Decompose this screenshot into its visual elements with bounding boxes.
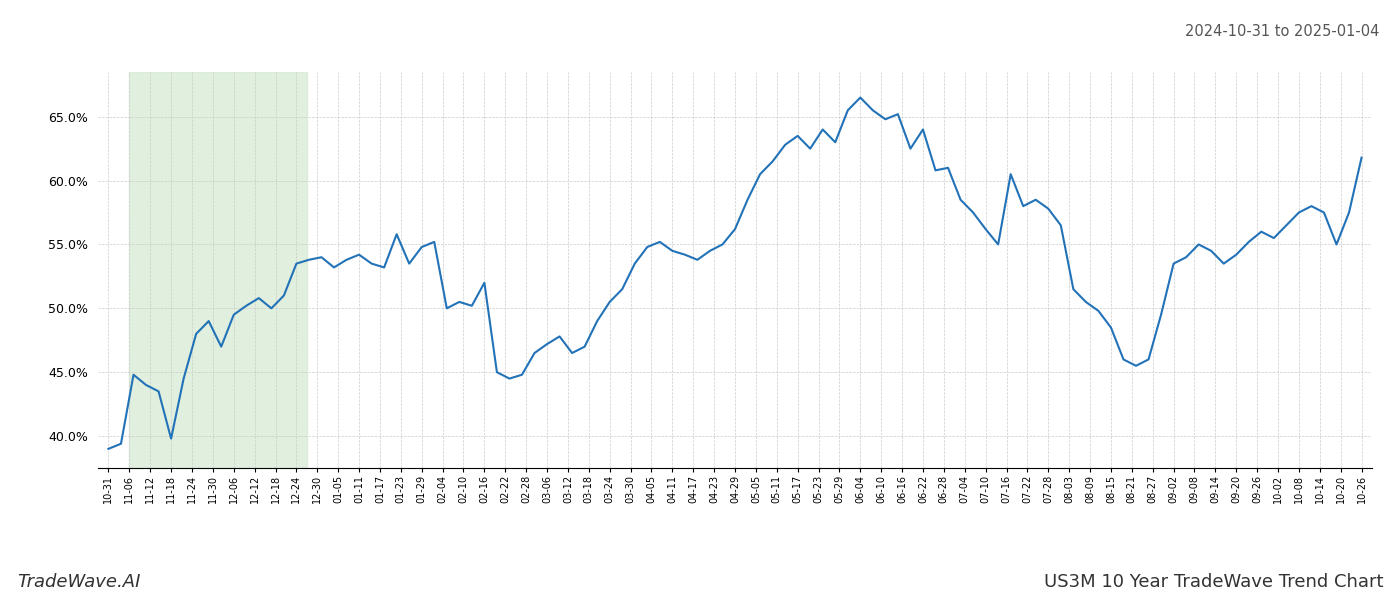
Text: TradeWave.AI: TradeWave.AI (17, 573, 140, 591)
Text: 2024-10-31 to 2025-01-04: 2024-10-31 to 2025-01-04 (1184, 24, 1379, 39)
Text: US3M 10 Year TradeWave Trend Chart: US3M 10 Year TradeWave Trend Chart (1044, 573, 1383, 591)
Bar (129, 72, 307, 468)
